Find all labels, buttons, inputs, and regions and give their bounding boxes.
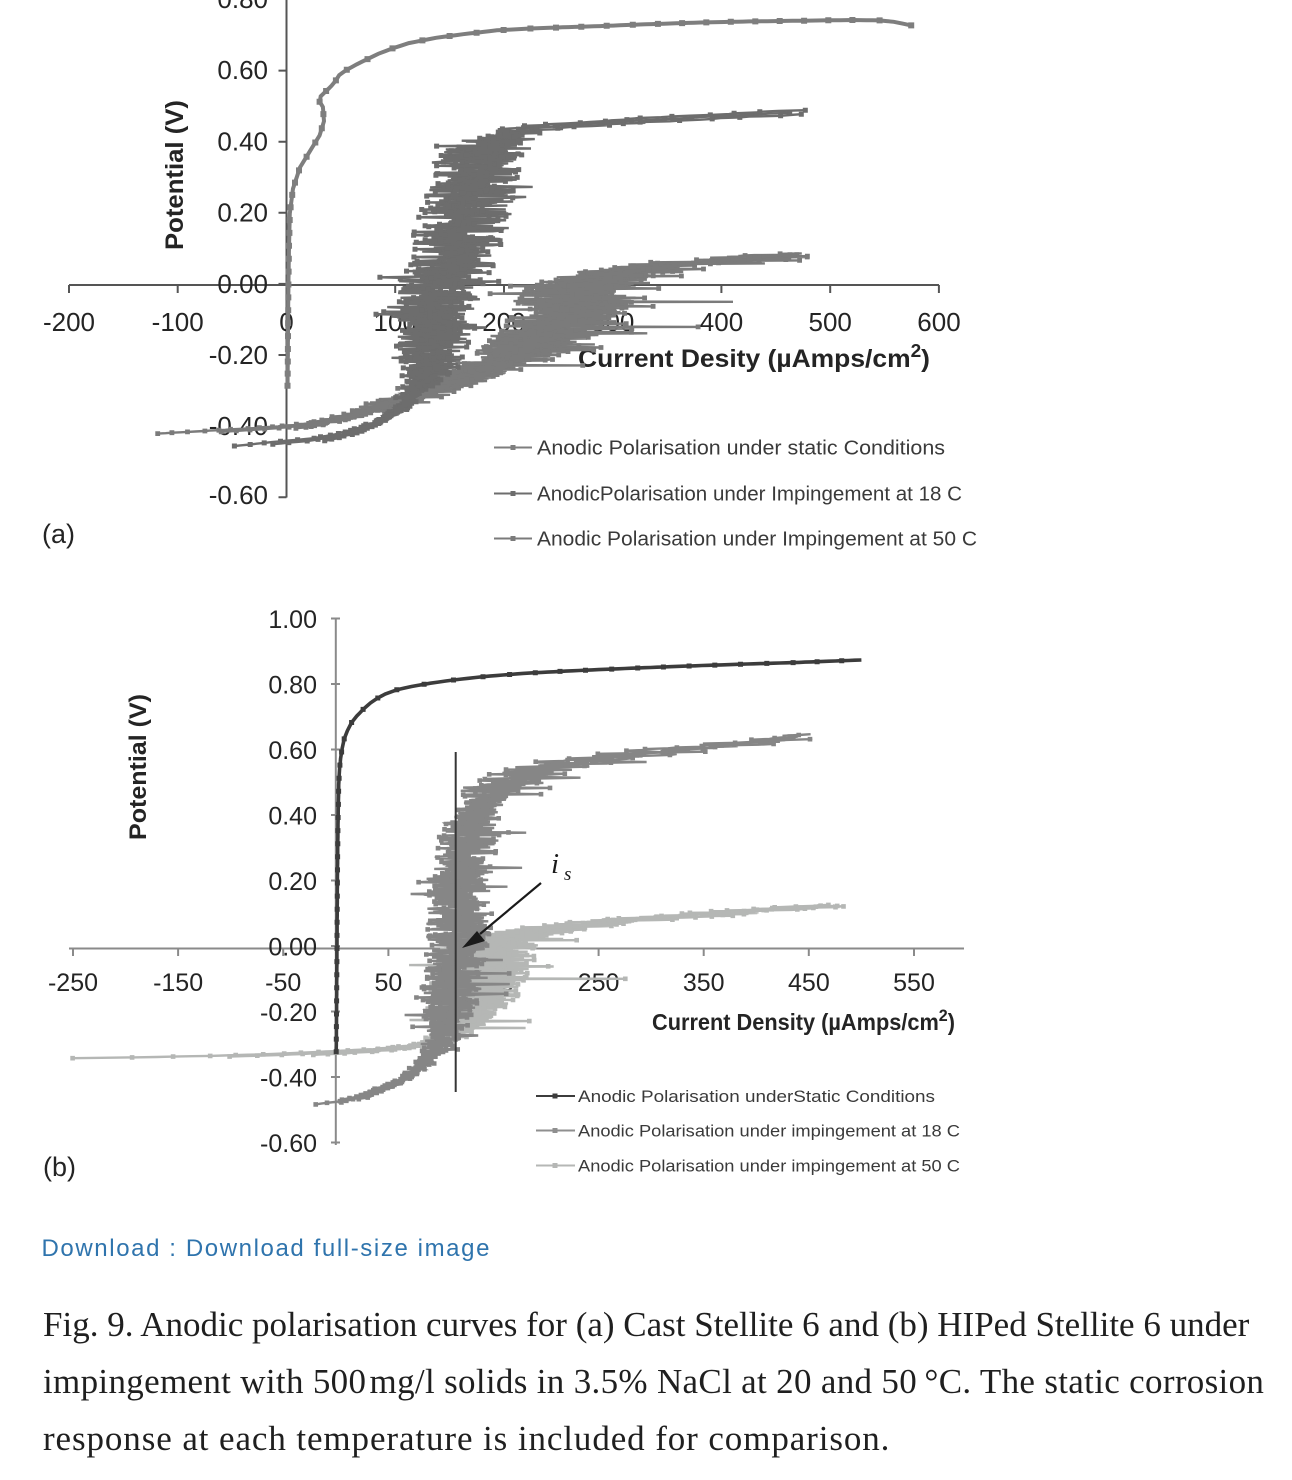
svg-text:(a): (a) [42, 519, 75, 549]
svg-text:Potential (V): Potential (V) [125, 694, 152, 840]
svg-text:s: s [564, 864, 571, 885]
svg-text:0.60: 0.60 [217, 55, 268, 85]
svg-text:0.80: 0.80 [217, 0, 268, 14]
svg-text:-150: -150 [153, 969, 203, 997]
svg-text:Anodic Polarisation under stat: Anodic Polarisation under static Conditi… [537, 438, 945, 460]
svg-text:-50: -50 [265, 969, 301, 997]
svg-text:1.00: 1.00 [268, 606, 317, 634]
svg-text:400: 400 [700, 307, 743, 337]
svg-text:-250: -250 [48, 969, 98, 997]
svg-text:0.20: 0.20 [217, 198, 268, 228]
svg-text:Current Density (µAmps/cm2): Current Density (µAmps/cm2) [652, 1006, 955, 1035]
svg-text:600: 600 [917, 307, 960, 337]
svg-text:Current Desity (µAmps/cm2): Current Desity (µAmps/cm 2) [578, 341, 930, 373]
svg-text:(b): (b) [43, 1152, 76, 1182]
svg-text:Potential (V): Potential (V) [161, 100, 189, 250]
svg-text:0.60: 0.60 [268, 737, 317, 765]
svg-text:550: 550 [893, 969, 935, 997]
svg-text:0.40: 0.40 [268, 803, 317, 831]
svg-text:250: 250 [578, 969, 620, 997]
svg-text:50: 50 [374, 969, 402, 997]
svg-text:0.80: 0.80 [268, 672, 317, 700]
svg-text:450: 450 [788, 969, 830, 997]
svg-text:-0.20: -0.20 [260, 999, 317, 1027]
svg-text:-0.20: -0.20 [209, 340, 268, 370]
svg-text:-100: -100 [152, 307, 204, 337]
svg-text:0.20: 0.20 [268, 868, 317, 896]
svg-text:Anodic Polarisation under impi: Anodic Polarisation under impingement at… [578, 1122, 960, 1141]
svg-text:-0.60: -0.60 [209, 480, 268, 510]
svg-text:-0.40: -0.40 [260, 1065, 317, 1093]
svg-text:-0.60: -0.60 [260, 1130, 317, 1158]
svg-text:0.00: 0.00 [268, 934, 317, 962]
svg-text:Anodic Polarisation under Impi: Anodic Polarisation under Impingement at… [537, 529, 977, 551]
svg-text:Anodic Polarisation underStati: Anodic Polarisation underStatic Conditio… [578, 1087, 935, 1106]
svg-text:0.40: 0.40 [217, 126, 268, 156]
svg-text:AnodicPolarisation under Impin: AnodicPolarisation under Impingement at … [537, 484, 962, 506]
svg-text:i: i [551, 848, 559, 880]
svg-text:Anodic Polarisation under impi: Anodic Polarisation under impingement at… [578, 1157, 960, 1176]
svg-text:0.00: 0.00 [217, 269, 268, 299]
svg-text:-200: -200 [43, 307, 95, 337]
svg-text:350: 350 [683, 969, 725, 997]
svg-text:500: 500 [809, 307, 852, 337]
